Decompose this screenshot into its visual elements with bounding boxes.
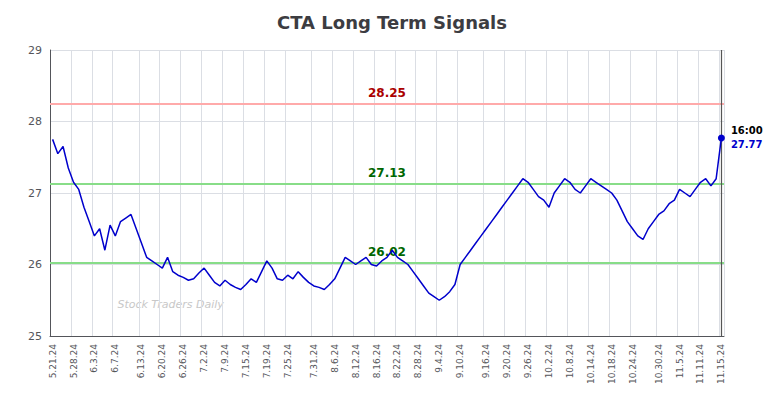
- svg-text:8.28.24: 8.28.24: [413, 344, 423, 379]
- svg-text:9.4.24: 9.4.24: [434, 344, 444, 373]
- svg-text:CTA Long Term Signals: CTA Long Term Signals: [277, 12, 507, 33]
- svg-text:8.16.24: 8.16.24: [372, 344, 382, 379]
- svg-text:5.28.24: 5.28.24: [69, 344, 79, 379]
- svg-text:9.10.24: 9.10.24: [455, 344, 465, 379]
- svg-text:9.26.24: 9.26.24: [523, 344, 533, 379]
- svg-text:6.7.24: 6.7.24: [110, 344, 120, 373]
- svg-text:26.02: 26.02: [368, 245, 406, 260]
- svg-text:10.8.24: 10.8.24: [565, 344, 575, 379]
- svg-text:8.6.24: 8.6.24: [330, 344, 340, 373]
- svg-text:29: 29: [28, 44, 42, 57]
- svg-text:26: 26: [28, 258, 42, 271]
- svg-text:10.30.24: 10.30.24: [654, 344, 664, 384]
- svg-text:6.13.24: 6.13.24: [136, 344, 146, 379]
- svg-text:11.5.24: 11.5.24: [675, 344, 685, 379]
- svg-text:Stock Traders Daily: Stock Traders Daily: [117, 298, 224, 311]
- svg-text:7.15.24: 7.15.24: [241, 344, 251, 379]
- svg-text:10.18.24: 10.18.24: [607, 344, 617, 384]
- svg-text:8.22.24: 8.22.24: [392, 344, 402, 379]
- svg-text:16:00: 16:00: [731, 125, 763, 136]
- svg-text:7.25.24: 7.25.24: [283, 344, 293, 379]
- svg-text:7.9.24: 7.9.24: [220, 344, 230, 373]
- svg-text:6.3.24: 6.3.24: [89, 344, 99, 373]
- svg-text:27.77: 27.77: [731, 139, 763, 150]
- svg-text:7.2.24: 7.2.24: [199, 344, 209, 373]
- svg-text:6.20.24: 6.20.24: [157, 344, 167, 379]
- svg-text:25: 25: [28, 330, 42, 343]
- svg-text:6.26.24: 6.26.24: [178, 344, 188, 379]
- svg-text:28.25: 28.25: [368, 86, 406, 100]
- svg-text:10.2.24: 10.2.24: [544, 344, 554, 379]
- svg-text:7.31.24: 7.31.24: [309, 344, 319, 379]
- svg-text:27.13: 27.13: [368, 166, 406, 180]
- svg-text:28: 28: [28, 115, 42, 128]
- svg-text:11.11.24: 11.11.24: [695, 344, 705, 384]
- svg-text:10.14.24: 10.14.24: [586, 344, 596, 384]
- svg-text:8.12.24: 8.12.24: [351, 344, 361, 379]
- svg-text:11.15.24: 11.15.24: [716, 344, 726, 384]
- svg-text:7.19.24: 7.19.24: [262, 344, 272, 379]
- svg-text:27: 27: [28, 187, 42, 200]
- svg-text:9.20.24: 9.20.24: [502, 344, 512, 379]
- svg-text:9.16.24: 9.16.24: [481, 344, 491, 379]
- svg-text:10.24.24: 10.24.24: [628, 344, 638, 384]
- svg-text:5.21.24: 5.21.24: [48, 344, 58, 379]
